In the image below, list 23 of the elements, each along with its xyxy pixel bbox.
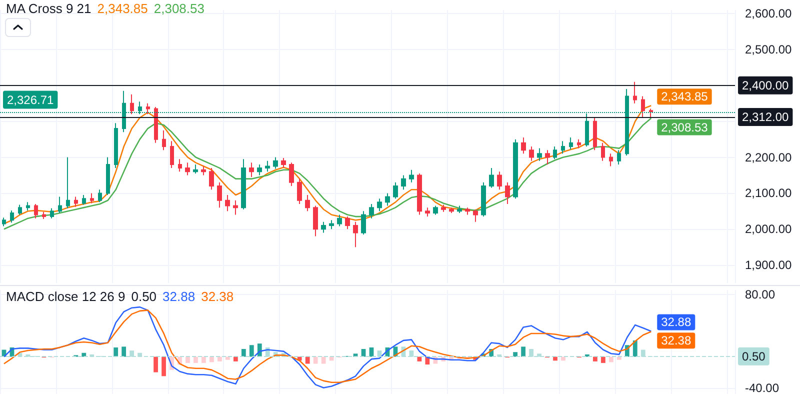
data-label: 2,343.85 [661, 90, 708, 104]
text: 2,343.85 [97, 1, 148, 16]
annotation: 0.50 [131, 289, 157, 304]
text: 32.38 [201, 289, 234, 304]
y-tick-label: -40.00 [745, 380, 780, 395]
ref-line-label: 2,400.00 [742, 78, 790, 92]
y-tick-label: 2,500.00 [745, 42, 792, 57]
data-label: 2,308.53 [661, 120, 708, 134]
ref-line-label: 0.50 [742, 349, 766, 364]
annotation: MACD close 12 26 9 [6, 289, 126, 304]
annotation: MA Cross 9 21 [6, 1, 92, 16]
y-tick-label: 2,200.00 [745, 150, 792, 164]
ref-line-label: 2,312.00 [742, 110, 790, 124]
y-tick-label: 2,000.00 [745, 222, 792, 236]
y-tick-label: 2,600.00 [745, 6, 792, 21]
y-tick-label: 2,100.00 [745, 186, 792, 200]
y-tick-label: 80.00 [745, 288, 776, 302]
data-label: 32.38 [661, 334, 692, 348]
data-label: 32.88 [661, 315, 692, 330]
y-tick-label: 1,900.00 [745, 258, 792, 272]
text: 32.88 [162, 289, 196, 304]
ref-line-label: 2,326.71 [7, 92, 54, 107]
text: 2,308.53 [154, 1, 204, 16]
